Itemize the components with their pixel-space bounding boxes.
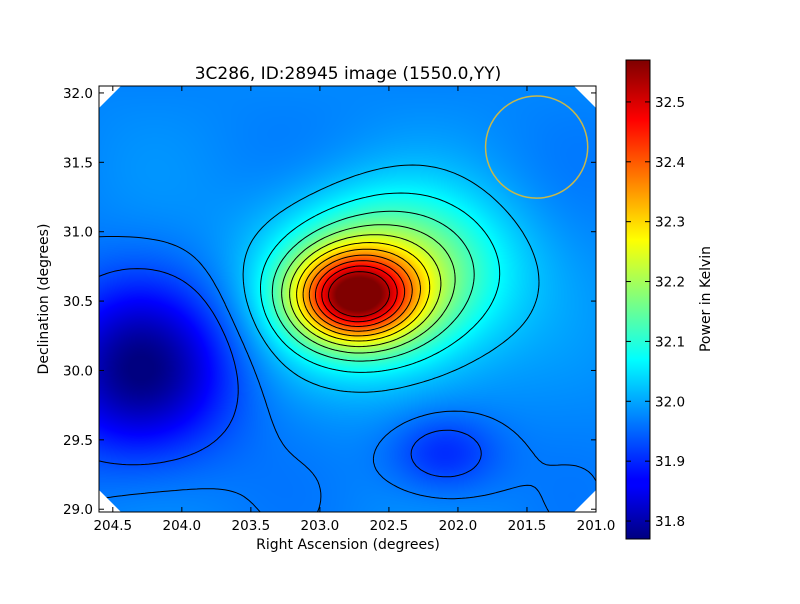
- colorbar-tick-label: 32.2: [655, 275, 685, 291]
- corner-blanks: [99, 86, 596, 512]
- beam-circle: [484, 95, 589, 199]
- x-tick-label: 204.5: [93, 518, 132, 534]
- corner-blank-4: [574, 490, 596, 512]
- contour-level-7: [289, 234, 442, 348]
- contour-level-1: [99, 268, 482, 478]
- x-axis: 204.5 204.0 203.5 203.0 202.5 202.0 201.5 201.0: [93, 86, 615, 534]
- y-tick-label: 31.0: [63, 225, 93, 241]
- contour-level-12: [321, 265, 398, 323]
- contour-level-6: [281, 224, 456, 354]
- colorbar-tick-label: 32.3: [655, 215, 685, 231]
- x-tick-label: 203.0: [301, 518, 340, 534]
- contour-level-13: [328, 271, 391, 318]
- y-tick-label: 31.5: [63, 155, 93, 171]
- colorbar-tick-label: 32.0: [655, 394, 685, 410]
- y-tick-label: 29.5: [63, 433, 93, 449]
- x-tick-label: 204.0: [163, 518, 202, 534]
- contour-level-4: [260, 192, 501, 373]
- y-tick-label: 29.0: [63, 502, 93, 518]
- contour-level-11: [315, 260, 406, 327]
- colorbar-tick-label: 32.1: [655, 334, 685, 350]
- corner-blank-1: [99, 86, 121, 108]
- x-axis-label: Right Ascension (degrees): [256, 537, 440, 553]
- contour-level-3: [242, 164, 540, 393]
- contour-level-9: [302, 248, 421, 337]
- contour-level-2: [99, 236, 596, 512]
- y-axis: 29.0 29.5 30.0 30.5 31.0 31.5 32.0: [63, 86, 596, 518]
- contour-level-8: [296, 242, 431, 342]
- colorbar-tick-label: 32.5: [655, 95, 685, 111]
- y-tick-label: 30.0: [63, 363, 93, 379]
- x-tick-label: 201.5: [508, 518, 547, 534]
- heatmap-image: [99, 86, 596, 512]
- x-tick-label: 203.5: [232, 518, 271, 534]
- y-tick-label: 32.0: [63, 86, 93, 102]
- plot-frame: [98, 85, 597, 513]
- corner-blank-2: [574, 86, 596, 108]
- colorbar: 31.8 31.9 32.0 32.1 32.2 32.3 32.4 32.5 Power i…: [625, 59, 714, 540]
- colorbar-tick-label: 32.4: [655, 155, 685, 171]
- colorbar-tick-label: 31.8: [655, 514, 685, 530]
- x-tick-label: 202.0: [439, 518, 478, 534]
- colorbar-tick-label: 31.9: [655, 454, 685, 470]
- chart-title: 3C286, ID:28945 image (1550.0,YY): [195, 64, 502, 84]
- x-tick-label: 201.0: [577, 518, 616, 534]
- colorbar-label: Power in Kelvin: [698, 246, 714, 352]
- contour-level-5: [271, 210, 475, 362]
- contour-lines: [99, 164, 596, 512]
- x-tick-label: 202.5: [370, 518, 409, 534]
- y-axis-label: Declination (degrees): [36, 224, 52, 375]
- contour-level-10: [308, 254, 413, 332]
- colorbar-ticks: 31.8 31.9 32.0 32.1 32.2 32.3 32.4 32.5: [626, 95, 685, 530]
- colorbar-gradient: [625, 59, 651, 540]
- y-tick-label: 30.5: [63, 294, 93, 310]
- corner-blank-3: [99, 490, 121, 512]
- plot-area: [98, 85, 597, 513]
